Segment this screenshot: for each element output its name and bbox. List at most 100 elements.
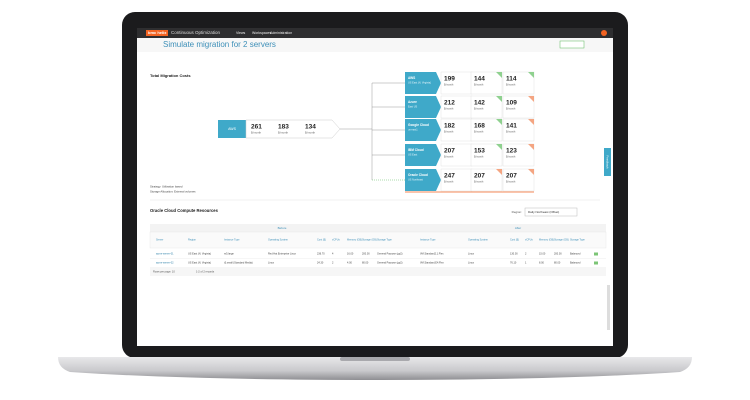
provider-value: 168: [474, 123, 485, 130]
region-label: Region:: [512, 210, 523, 214]
provider-unit: $/month: [506, 130, 516, 134]
note: Strategy: Utilization based: [150, 185, 183, 189]
footer-text: 1-2 of 2 records: [196, 270, 215, 274]
provider-name: Oracle Cloud: [408, 173, 428, 177]
cell-indicator: [496, 96, 502, 102]
user-avatar[interactable]: [601, 30, 607, 36]
nav-item[interactable]: Workspaces: [252, 31, 271, 35]
column-header: vCPUs: [332, 239, 341, 242]
provider-unit: $/month: [474, 180, 484, 184]
table-cell: General Purpose (gp2): [377, 253, 403, 256]
cell-indicator: [496, 72, 502, 78]
region-select[interactable]: [524, 207, 578, 217]
feedback-tab[interactable]: [604, 148, 611, 176]
nav-item[interactable]: Administration: [270, 31, 292, 35]
cell-indicator: [528, 144, 534, 150]
value-cell: [470, 118, 503, 142]
provider-unit: $/month: [474, 130, 484, 134]
provider-unit: $/month: [506, 180, 516, 184]
value-cell: [502, 168, 535, 192]
provider-unit: $/month: [444, 83, 454, 87]
column-header: Operating System: [468, 239, 488, 242]
provider-value: 142: [474, 100, 485, 107]
page-title: Simulate migration for 2 servers: [163, 40, 276, 49]
nav-item[interactable]: Views: [236, 31, 246, 35]
provider-value: 212: [444, 100, 455, 107]
provider-value: 247: [444, 173, 455, 180]
provider-box: [405, 96, 441, 118]
provider-name: IBM Cloud: [408, 148, 424, 152]
table-cell: 130.00: [510, 253, 518, 256]
table-cell: Red Hat Enterprise Linux: [268, 253, 297, 256]
table-cell: 16.00: [347, 253, 354, 256]
value-cell: [470, 71, 503, 95]
provider-name: Azure: [408, 100, 417, 104]
laptop-notch: [340, 357, 410, 361]
table-cell: 24.30: [317, 262, 324, 265]
table-cell: t3.small (Standard Media): [224, 262, 253, 265]
table-cell: 76.10: [510, 262, 517, 265]
table-cell: 200.00: [554, 253, 562, 256]
provider-value: 153: [474, 148, 485, 155]
table-cell: US East (N. Virginia): [188, 262, 211, 265]
provider-unit: $/month: [506, 83, 516, 87]
provider-value: 207: [506, 173, 517, 180]
export-button[interactable]: [559, 40, 585, 49]
title-bar: [137, 38, 613, 52]
provider-unit: $/month: [474, 155, 484, 159]
table-cell: 4: [332, 253, 334, 256]
value-cell: [502, 118, 535, 142]
provider-sub: US East: [408, 154, 417, 157]
table-cell: Linux: [268, 262, 275, 265]
column-header: vCPUs: [525, 239, 534, 242]
column-header: Operating System: [268, 239, 288, 242]
provider-sub: US Northeast: [408, 179, 423, 182]
provider-unit: $/month: [444, 155, 454, 159]
source-box: [218, 120, 246, 138]
table-header-row: [149, 231, 607, 249]
provider-value: 141: [506, 123, 517, 130]
source-unit: $/month: [251, 131, 262, 135]
table-cell: 8.00: [539, 262, 544, 265]
value-cell: [470, 168, 503, 192]
column-header: Storage Type: [377, 239, 392, 242]
provider-value: 123: [506, 148, 517, 155]
table-footer: [150, 268, 606, 276]
app-name: Continuous Optimization: [171, 30, 221, 35]
column-header: Memory (GB): [347, 239, 362, 242]
note: Storage Allocation: External volumes: [150, 190, 196, 194]
provider-unit: $/month: [474, 107, 484, 111]
group-label: Before: [278, 226, 287, 230]
region-value: Daily Northeast (Offset): [528, 210, 559, 214]
table-cell: Balanced: [570, 253, 581, 256]
screen: [137, 28, 613, 346]
table-cell: Balanced: [570, 262, 581, 265]
resources-title: Oracle Cloud Compute Resources: [150, 208, 219, 213]
cell-indicator: [496, 169, 502, 175]
table-cell: 80.00: [362, 262, 369, 265]
provider-value: 199: [444, 76, 455, 83]
column-header: Storage (GB): [362, 239, 377, 242]
table-group-row: [150, 224, 606, 232]
feedback-label[interactable]: Feedback: [606, 155, 610, 169]
cell-indicator: [528, 119, 534, 125]
table-cell: VM.Standard2.1.Flex: [420, 253, 444, 256]
value-cell: [470, 95, 503, 119]
source-value: 261: [251, 124, 262, 131]
column-header: Memory (GB): [539, 239, 554, 242]
table-cell: 1: [525, 262, 527, 265]
table-cell: 200.00: [362, 253, 370, 256]
column-header: Cost ($): [317, 239, 326, 242]
source-values-box: [245, 119, 341, 139]
top-bar: [137, 28, 613, 38]
table-cell: acme-server-02: [156, 262, 174, 265]
provider-value: 144: [474, 76, 485, 83]
provider-value: 207: [474, 173, 485, 180]
logo: bmc helix: [148, 30, 167, 35]
group-label: After: [515, 226, 521, 230]
column-header: Server: [156, 239, 164, 242]
value-cell: [502, 95, 535, 119]
provider-value: 114: [506, 76, 517, 83]
table-cell: 2: [525, 253, 527, 256]
